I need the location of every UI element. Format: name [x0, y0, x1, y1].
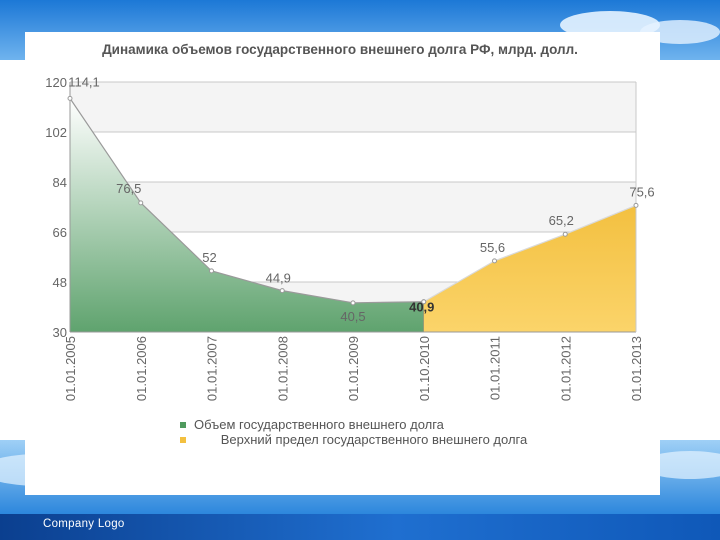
data-point	[279, 288, 285, 294]
legend-swatch-yellow	[180, 437, 186, 443]
y-tick-label: 66	[53, 225, 67, 240]
y-tick-label: 84	[53, 175, 67, 190]
x-tick-label: 01.01.2009	[346, 336, 361, 401]
x-tick-label: 01.01.2006	[134, 336, 149, 401]
data-label: 75,6	[629, 184, 654, 199]
data-label: 55,6	[480, 240, 505, 255]
legend-entry: Верхний предел государственного внешнего…	[180, 432, 580, 447]
x-tick-label: 01.01.2011	[488, 336, 503, 400]
data-point	[562, 231, 568, 237]
company-logo-text: Company Logo	[43, 518, 125, 530]
cloud-shape	[640, 20, 720, 44]
y-tick-label: 120	[45, 75, 67, 90]
plot-band	[70, 82, 636, 132]
data-point	[492, 258, 497, 264]
series-area-0	[70, 98, 424, 332]
legend-label: Объем государственного внешнего долга	[194, 417, 444, 432]
data-label: 76,5	[116, 181, 141, 196]
data-point	[67, 95, 73, 101]
x-tick-label: 01.01.2013	[629, 336, 644, 401]
legend-swatch-green	[180, 422, 186, 428]
data-label: 52	[202, 250, 216, 265]
data-label: 40,5	[340, 309, 365, 324]
x-tick-label: 01.01.2008	[275, 336, 290, 401]
x-tick-label: 01.01.2007	[205, 336, 220, 401]
x-tick-label: 01.01.2012	[558, 336, 573, 401]
data-point	[633, 202, 639, 208]
data-label: 44,9	[266, 271, 291, 286]
data-point	[421, 299, 427, 305]
plot-band	[70, 132, 636, 182]
x-tick-label: 01.01.2005	[63, 336, 78, 401]
y-tick-label: 102	[45, 125, 67, 140]
series-area-1	[423, 205, 636, 332]
series-line-0	[69, 98, 424, 304]
chart-legend: Объем государственного внешнего долга Ве…	[180, 417, 580, 447]
data-point	[209, 268, 214, 274]
y-tick-label: 48	[53, 275, 67, 290]
data-point	[350, 300, 356, 306]
chart-title: Динамика объемов государственного внешне…	[102, 42, 578, 57]
y-tick-label: 30	[53, 325, 67, 340]
x-tick-label: 01.10.2010	[417, 336, 432, 401]
footer-bar	[0, 514, 720, 540]
legend-entry: Объем государственного внешнего долга	[180, 417, 580, 432]
plot-band	[70, 182, 636, 232]
data-label: 65,2	[549, 213, 574, 228]
series-line-1	[423, 204, 637, 303]
data-label: 40,9	[409, 300, 434, 315]
data-label: 114,1	[68, 74, 100, 89]
data-point	[138, 200, 144, 206]
cloud-shape	[640, 451, 720, 479]
legend-label: Верхний предел государственного внешнего…	[220, 432, 528, 447]
